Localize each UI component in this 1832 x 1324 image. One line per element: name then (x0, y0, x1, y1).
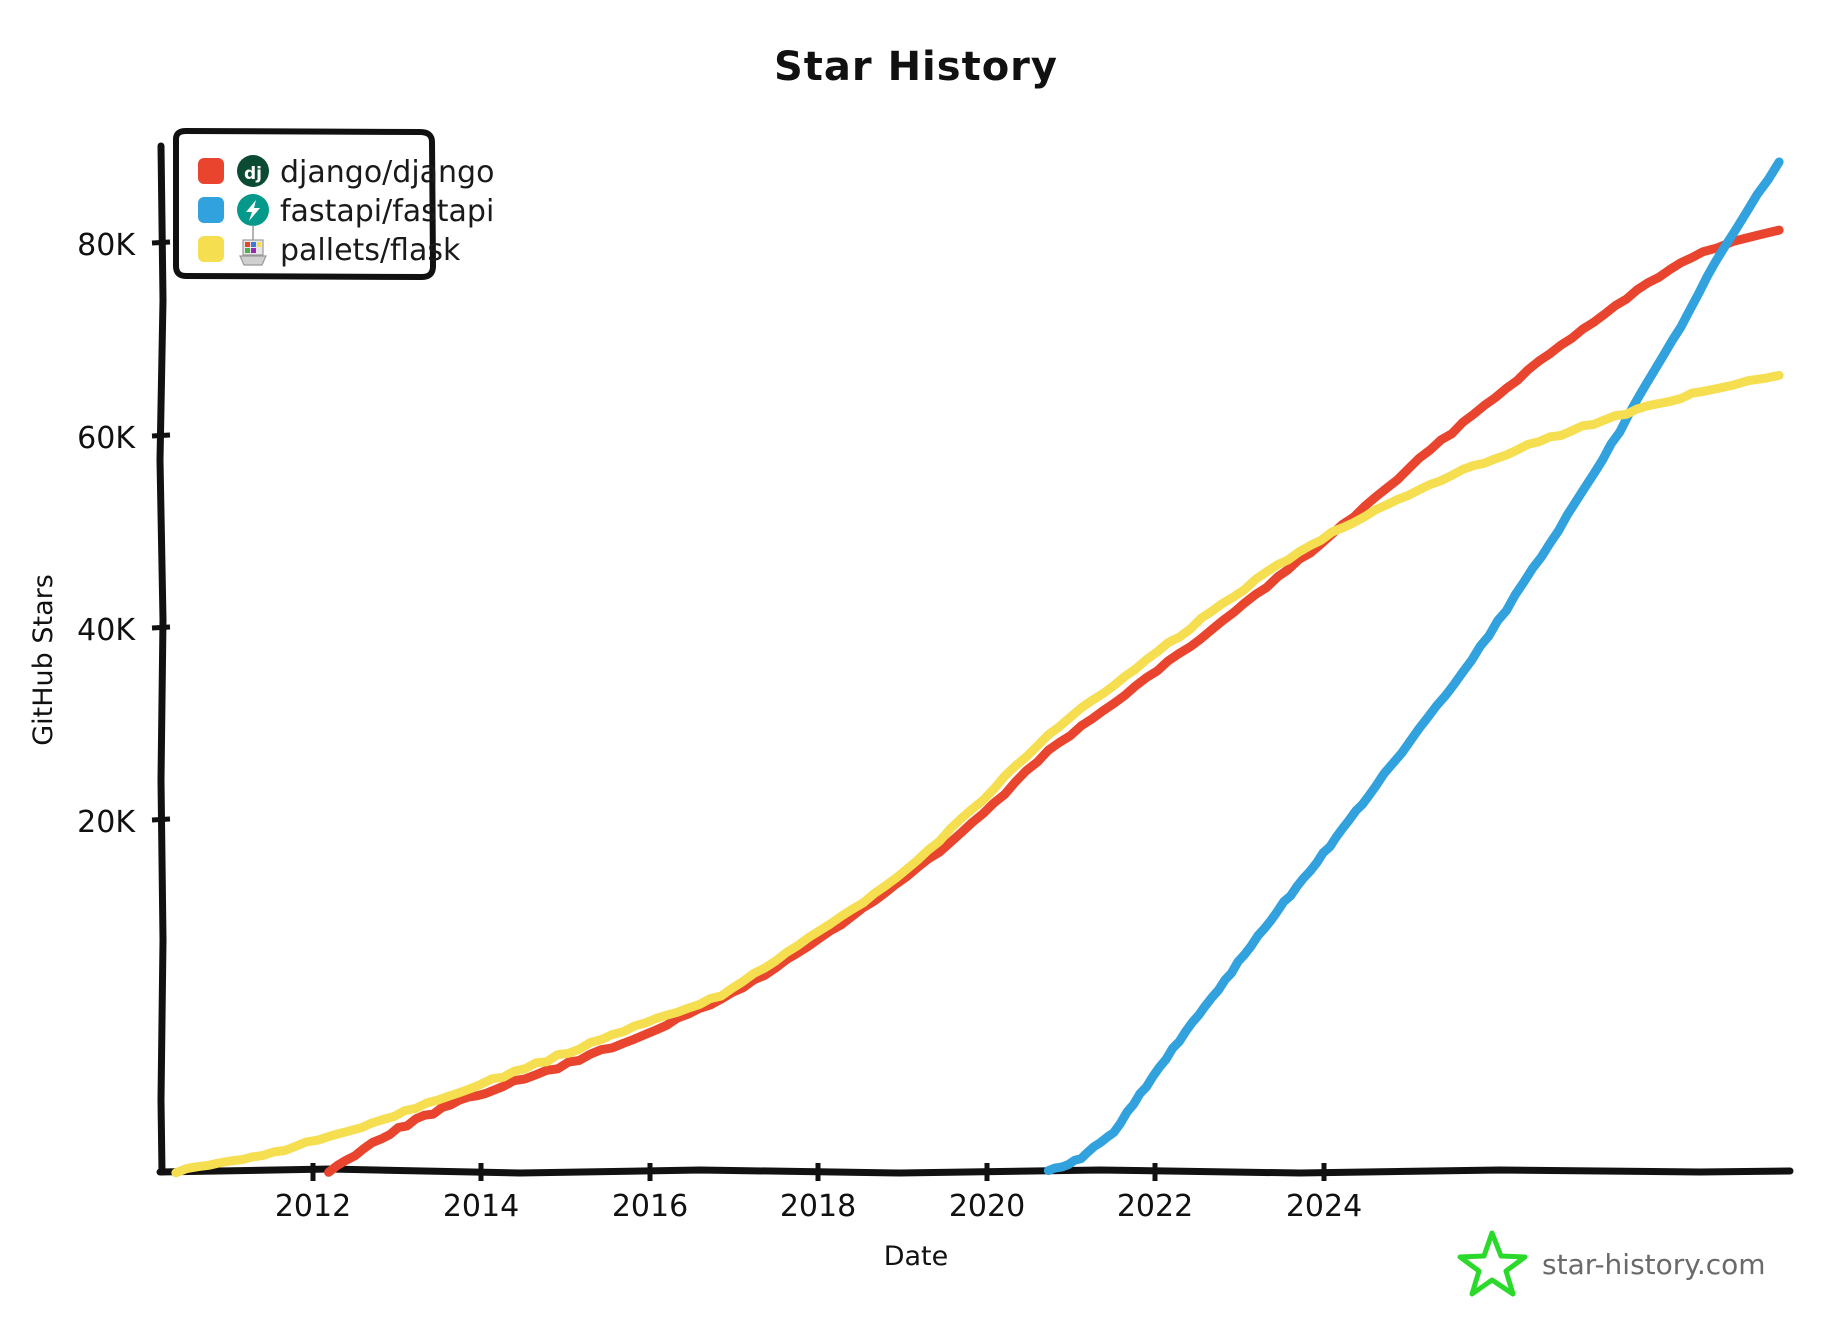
legend-swatch-fastapi (198, 197, 224, 223)
fastapi-icon (237, 194, 269, 226)
y-tick-40k (151, 624, 171, 631)
watermark[interactable]: star-history.com (1457, 1230, 1766, 1297)
y-axis-tick-labels: 20K 40K 60K 80K (77, 228, 136, 840)
x-axis-tick-labels: 2012 2014 2016 2018 2020 2022 2024 (275, 1189, 1362, 1224)
y-axis-line (156, 142, 167, 1176)
x-tick-label-2016: 2016 (612, 1189, 688, 1224)
y-tick-label-40k: 40K (77, 613, 136, 648)
star-icon (1457, 1230, 1528, 1297)
legend-item-django[interactable]: dj django/django (198, 155, 494, 190)
django-icon: dj (237, 155, 269, 187)
y-tick-80k (151, 239, 171, 246)
y-tick-20k (151, 816, 171, 823)
series-layer (171, 157, 1784, 1178)
x-tick-label-2022: 2022 (1117, 1189, 1193, 1224)
series-line-django-django (324, 225, 1784, 1177)
y-tick-label-20k: 20K (77, 805, 136, 840)
svg-text:dj: dj (244, 164, 262, 184)
series-line-pallets-flask (171, 370, 1784, 1178)
page-title: Star History (774, 44, 1058, 90)
flask-icon (239, 225, 267, 266)
y-axis-ticks (151, 239, 171, 823)
x-tick-label-2024: 2024 (1286, 1189, 1362, 1224)
x-tick-label-2012: 2012 (275, 1189, 351, 1224)
legend-label-django: django/django (280, 155, 494, 190)
y-tick-label-60k: 60K (77, 421, 136, 456)
x-tick-label-2020: 2020 (949, 1189, 1025, 1224)
legend: dj django/django fastapi/fastapi (173, 128, 494, 280)
x-tick-label-2018: 2018 (780, 1189, 856, 1224)
legend-label-fastapi: fastapi/fastapi (280, 194, 494, 229)
y-tick-60k (151, 432, 171, 439)
legend-item-fastapi[interactable]: fastapi/fastapi (198, 194, 494, 229)
watermark-label: star-history.com (1542, 1248, 1766, 1281)
x-axis-title: Date (884, 1241, 949, 1272)
x-axis-ticks (310, 1163, 1327, 1181)
legend-swatch-django (198, 158, 224, 184)
legend-item-flask[interactable]: pallets/flask (198, 225, 461, 268)
y-tick-label-80k: 80K (77, 228, 136, 263)
x-tick-label-2014: 2014 (443, 1189, 519, 1224)
legend-swatch-flask (198, 236, 224, 262)
legend-label-flask: pallets/flask (280, 233, 461, 268)
x-axis-line (156, 1165, 1794, 1177)
y-axis-title: GitHub Stars (28, 574, 59, 746)
